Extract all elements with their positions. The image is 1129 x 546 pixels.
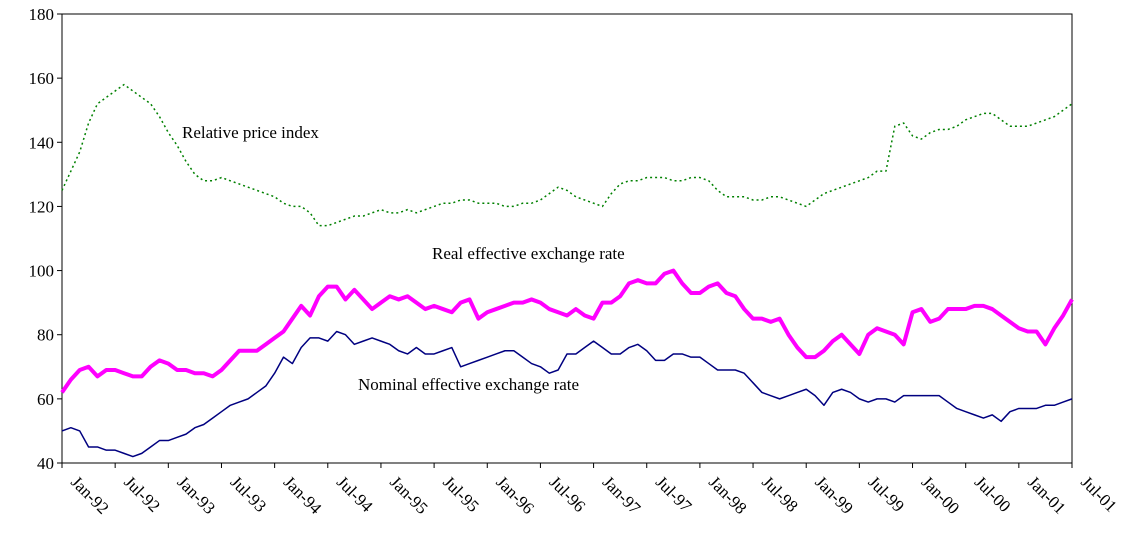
y-tick-label: 100	[29, 262, 55, 281]
y-tick-label: 40	[37, 454, 54, 473]
x-tick-label: Jul-99	[865, 472, 908, 515]
y-tick-label: 120	[29, 197, 55, 216]
series-label: Relative price index	[182, 123, 319, 142]
x-tick-label: Jul-96	[546, 472, 589, 515]
x-tick-label: Jul-01	[1077, 472, 1120, 515]
y-tick-label: 60	[37, 390, 54, 409]
y-tick-label: 180	[29, 5, 55, 24]
x-tick-label: Jul-94	[333, 472, 377, 516]
x-tick-label: Jan-96	[492, 472, 537, 517]
series-label: Real effective exchange rate	[432, 244, 625, 263]
series-label: Nominal effective exchange rate	[358, 375, 579, 394]
x-tick-label: Jan-95	[386, 472, 431, 517]
x-tick-label: Jul-92	[120, 472, 163, 515]
series-line	[61, 83, 1073, 227]
x-tick-label: Jul-95	[439, 472, 482, 515]
y-tick-label: 140	[29, 133, 55, 152]
x-tick-label: Jan-01	[1024, 472, 1069, 517]
y-tick-label: 80	[37, 326, 54, 345]
series-line	[61, 330, 1073, 458]
x-tick-label: Jan-99	[811, 472, 856, 517]
x-tick-label: Jul-98	[758, 472, 801, 515]
y-tick-label: 160	[29, 69, 55, 88]
x-tick-label: Jan-94	[280, 472, 326, 518]
series-line	[60, 268, 1074, 394]
x-tick-label: Jul-00	[971, 472, 1014, 515]
x-tick-label: Jan-93	[173, 472, 218, 517]
x-tick-label: Jul-93	[227, 472, 270, 515]
x-tick-label: Jan-97	[599, 472, 645, 518]
x-tick-label: Jan-98	[705, 472, 750, 517]
x-tick-label: Jul-97	[652, 472, 696, 516]
x-tick-label: Jan-92	[67, 472, 112, 517]
x-tick-label: Jan-00	[918, 472, 963, 517]
plot-frame	[61, 13, 1073, 464]
